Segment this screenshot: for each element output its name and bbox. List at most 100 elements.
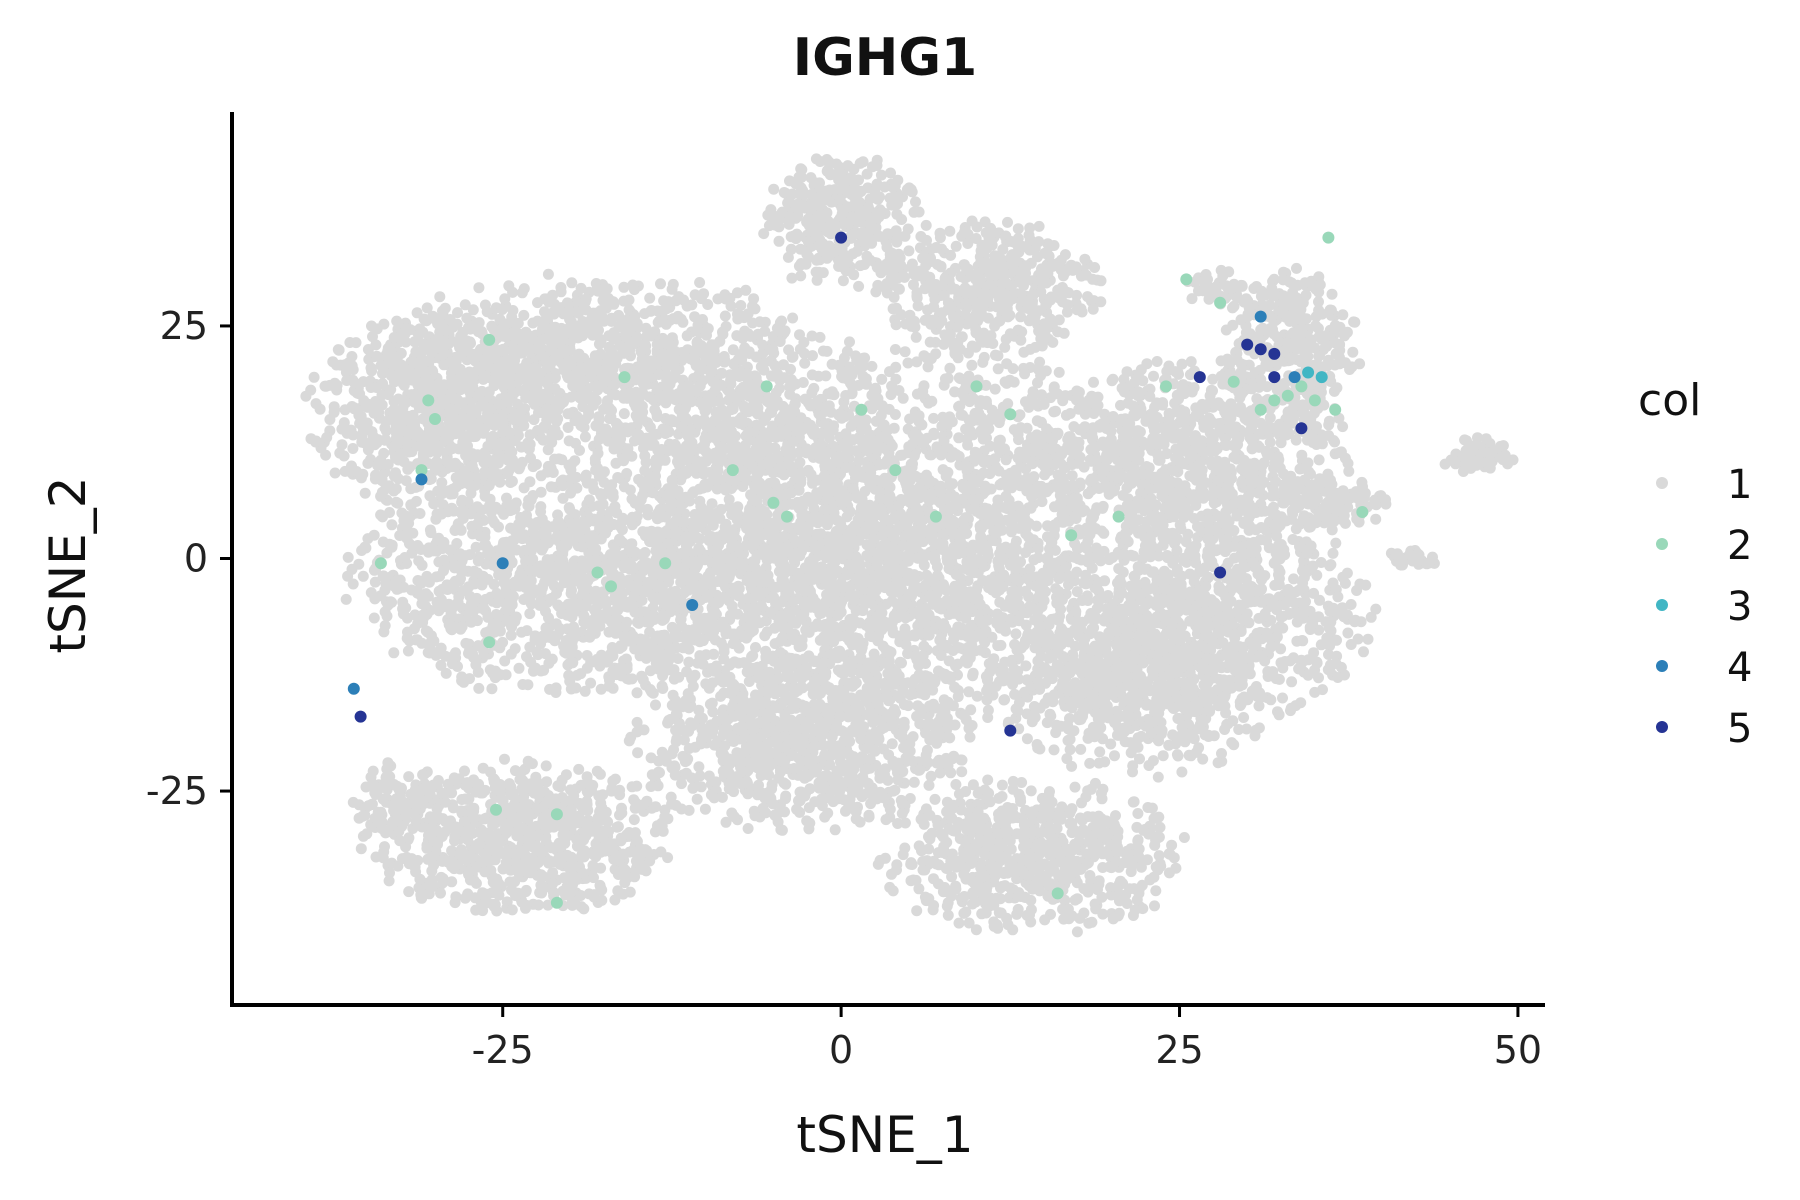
point-col-1 xyxy=(726,527,738,539)
point-col-1 xyxy=(470,431,482,442)
point-col-1 xyxy=(581,662,593,674)
point-col-1 xyxy=(551,588,562,599)
point-col-1 xyxy=(626,511,638,523)
point-col-1 xyxy=(384,507,395,518)
point-col-1 xyxy=(344,337,356,348)
point-col-1 xyxy=(565,487,577,499)
point-col-1 xyxy=(764,398,776,410)
point-col-1 xyxy=(608,298,620,310)
point-col-1 xyxy=(718,351,730,362)
point-col-1 xyxy=(552,530,564,541)
point-col-1 xyxy=(774,336,786,347)
point-col-1 xyxy=(379,620,391,632)
point-col-1 xyxy=(541,466,553,478)
point-col-1 xyxy=(334,447,346,459)
point-col-1 xyxy=(404,368,416,380)
point-col-1 xyxy=(622,443,634,455)
point-col-1 xyxy=(452,380,463,392)
point-col-1 xyxy=(555,286,567,298)
point-col-1 xyxy=(388,404,400,416)
point-col-1 xyxy=(474,362,486,374)
point-col-1 xyxy=(667,278,679,290)
point-col-1 xyxy=(424,638,435,650)
point-col-1 xyxy=(451,459,463,471)
point-col-1 xyxy=(665,504,677,516)
point-col-1 xyxy=(651,339,663,350)
point-col-1 xyxy=(705,567,717,578)
point-col-1 xyxy=(657,610,669,621)
point-col-1 xyxy=(440,325,452,336)
point-col-1 xyxy=(542,268,554,280)
point-col-1 xyxy=(516,626,528,638)
point-col-1 xyxy=(461,312,473,324)
point-col-1 xyxy=(769,360,781,372)
point-col-1 xyxy=(371,350,383,362)
point-col-1 xyxy=(593,433,605,445)
point-col-1 xyxy=(636,670,648,682)
point-col-1 xyxy=(336,439,348,451)
point-col-1 xyxy=(300,390,312,402)
point-col-1 xyxy=(666,488,678,500)
point-col-1 xyxy=(339,359,351,371)
point-col-1 xyxy=(566,635,578,647)
point-col-1 xyxy=(406,389,418,401)
point-col-1 xyxy=(727,587,739,599)
point-col-1 xyxy=(673,392,685,404)
point-col-1 xyxy=(628,387,640,399)
point-col-1 xyxy=(366,365,378,377)
point-col-1 xyxy=(331,379,343,391)
point-col-1 xyxy=(682,569,693,581)
point-col-1 xyxy=(463,374,475,386)
point-col-1 xyxy=(433,532,445,544)
point-col-1 xyxy=(828,389,840,401)
point-col-1 xyxy=(720,293,732,305)
point-col-1 xyxy=(437,305,448,317)
point-col-1 xyxy=(444,600,456,612)
point-col-1 xyxy=(505,522,517,534)
point-col-1 xyxy=(517,679,529,690)
point-col-1 xyxy=(454,548,466,560)
point-col-1 xyxy=(424,382,435,394)
point-col-1 xyxy=(575,321,587,333)
point-col-1 xyxy=(424,423,435,435)
background-points-layer xyxy=(300,153,1519,938)
point-col-1 xyxy=(806,330,818,342)
point-col-1 xyxy=(505,379,517,391)
point-col-1 xyxy=(668,347,680,359)
point-col-1 xyxy=(561,362,573,374)
point-col-1 xyxy=(731,330,743,342)
point-col-1 xyxy=(310,398,322,410)
point-col-1 xyxy=(651,411,663,423)
point-col-1 xyxy=(434,291,446,303)
point-col-1 xyxy=(372,460,384,471)
point-col-1 xyxy=(356,431,368,443)
point-col-1 xyxy=(471,348,483,360)
point-col-1 xyxy=(749,303,761,315)
point-col-1 xyxy=(669,371,681,383)
point-col-1 xyxy=(559,646,571,658)
point-col-1 xyxy=(566,458,577,470)
point-col-1 xyxy=(639,338,651,350)
point-col-1 xyxy=(768,591,780,603)
point-col-1 xyxy=(366,320,377,332)
point-col-1 xyxy=(388,647,400,659)
point-col-1 xyxy=(683,656,695,668)
point-col-1 xyxy=(342,551,354,563)
point-col-1 xyxy=(385,370,397,382)
point-col-1 xyxy=(541,403,553,415)
point-col-1 xyxy=(389,470,400,482)
point-col-1 xyxy=(359,487,371,499)
point-col-1 xyxy=(601,283,613,295)
point-col-1 xyxy=(345,424,357,436)
point-col-1 xyxy=(720,409,732,421)
point-col-1 xyxy=(576,541,588,553)
point-col-1 xyxy=(666,592,678,604)
point-col-1 xyxy=(694,277,706,288)
point-col-1 xyxy=(718,575,730,587)
point-col-1 xyxy=(388,332,400,343)
point-col-1 xyxy=(365,587,377,599)
point-col-1 xyxy=(472,555,484,567)
point-col-1 xyxy=(600,598,612,610)
point-col-1 xyxy=(549,424,561,436)
point-col-1 xyxy=(399,552,411,563)
